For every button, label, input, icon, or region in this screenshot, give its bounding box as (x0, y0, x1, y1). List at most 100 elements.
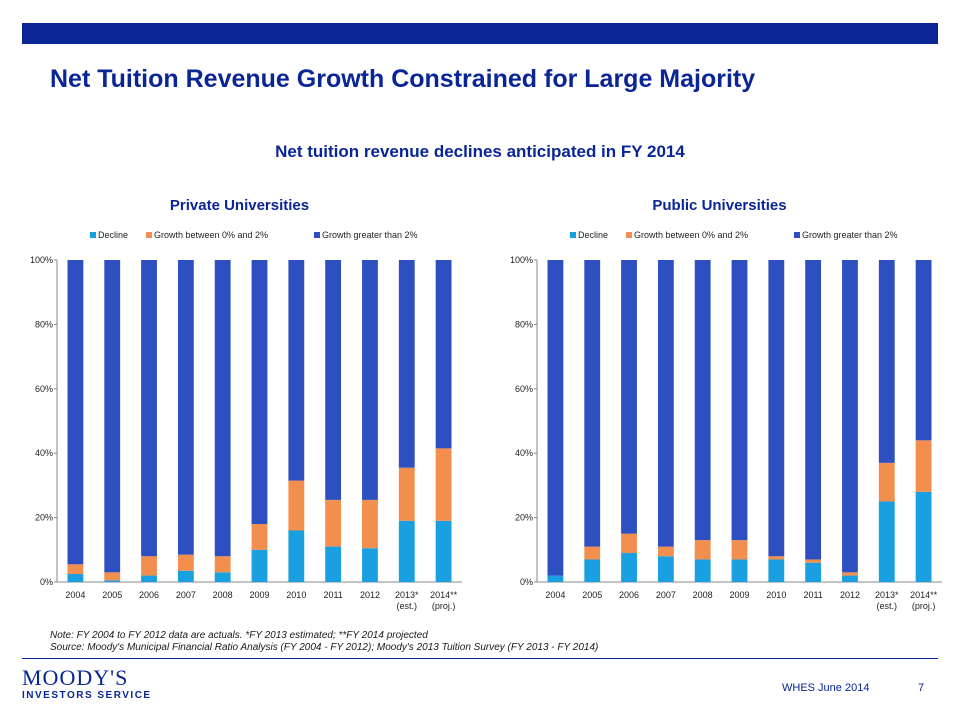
bar-growth-between-0-and-2-2007 (657, 546, 674, 557)
x-tick-label: 2006 (139, 590, 159, 600)
bar-decline-2010 (768, 559, 785, 582)
bar-growth-between-0-and-2-2009 (251, 524, 268, 550)
legend-label-growth-greater-than-2: Growth greater than 2% (322, 230, 418, 240)
bar-decline-2006 (141, 575, 157, 582)
bar-decline-2010 (288, 530, 305, 582)
y-tick-label: 20% (35, 513, 53, 523)
legend-label-growth-greater-than-2: Growth greater than 2% (802, 230, 898, 240)
bar-growth-between-0-and-2-2014 (915, 440, 932, 492)
y-tick-label: 100% (510, 255, 533, 265)
bar-growth-greater-than-2-2009 (731, 260, 748, 541)
x-tick-label: 2006 (619, 590, 639, 600)
y-tick-label: 40% (35, 448, 53, 458)
bar-growth-greater-than-2-2011 (805, 260, 822, 560)
bar-growth-greater-than-2-2009 (251, 260, 268, 525)
header-bar (22, 23, 938, 44)
legend-swatch-growth-between-0-and-2 (146, 232, 152, 238)
x-tick-label: 2014** (proj.) (910, 590, 938, 611)
bar-decline-2013 (398, 520, 415, 582)
private-universities-chart: Private Universities Decline Growth betwee… (30, 197, 462, 611)
bar-decline-2008 (214, 572, 231, 582)
legend-label-decline: Decline (578, 230, 608, 240)
bar-growth-between-0-and-2-2014 (435, 448, 452, 521)
bar-growth-between-0-and-2-2009 (731, 540, 748, 560)
bar-growth-between-0-and-2-2011 (805, 559, 822, 563)
legend-label-decline: Decline (98, 230, 128, 240)
bar-growth-greater-than-2-2010 (288, 260, 305, 481)
note-line: Note: FY 2004 to FY 2012 data are actual… (50, 630, 428, 641)
bar-growth-between-0-and-2-2006 (141, 556, 157, 576)
bar-growth-between-0-and-2-2011 (325, 499, 342, 547)
footer-label: WHES June 2014 (782, 682, 870, 694)
legend-swatch-growth-greater-than-2 (794, 232, 800, 238)
page-title: Net Tuition Revenue Growth Constrained f… (50, 65, 756, 93)
logo-main-text: MOODY'S (22, 665, 129, 690)
y-tick-label: 20% (515, 513, 533, 523)
y-tick-label: 100% (30, 255, 53, 265)
x-tick-label: 2009 (729, 590, 749, 600)
moodys-logo: MOODY'S INVESTORS SERVICE (22, 665, 152, 702)
footer-divider (22, 658, 938, 659)
bar-growth-between-0-and-2-2012 (362, 499, 378, 549)
x-tick-label: 2008 (693, 590, 713, 600)
bar-decline-2013 (878, 501, 895, 582)
bar-growth-greater-than-2-2012 (842, 260, 858, 573)
bar-growth-between-0-and-2-2010 (288, 480, 305, 531)
x-tick-label: 2007 (176, 590, 196, 600)
y-tick-label: 60% (515, 384, 533, 394)
bar-decline-2004 (547, 575, 564, 582)
legend-swatch-growth-greater-than-2 (314, 232, 320, 238)
chart-title: Private Universities (170, 197, 309, 214)
x-tick-label: 2007 (656, 590, 676, 600)
bar-growth-greater-than-2-2014 (915, 260, 932, 441)
x-tick-label: 2013* (est.) (395, 590, 419, 611)
source-line: Source: Moody's Municipal Financial Rati… (50, 642, 599, 653)
bar-growth-between-0-and-2-2008 (214, 556, 231, 573)
legend-label-growth-between-0-and-2: Growth between 0% and 2% (154, 230, 268, 240)
y-tick-label: 0% (520, 577, 533, 587)
page-number: 7 (918, 682, 925, 694)
y-tick-label: 40% (515, 448, 533, 458)
bar-growth-greater-than-2-2006 (141, 260, 157, 557)
bar-decline-2011 (805, 562, 822, 582)
bar-growth-greater-than-2-2011 (325, 260, 342, 500)
bar-decline-2012 (842, 575, 858, 582)
bar-decline-2009 (731, 559, 748, 582)
x-tick-label: 2013* (est.) (875, 590, 899, 611)
x-tick-label: 2011 (323, 590, 342, 600)
bar-growth-greater-than-2-2005 (584, 260, 601, 547)
bar-growth-between-0-and-2-2008 (694, 540, 711, 560)
bar-decline-2005 (104, 580, 121, 582)
bar-decline-2007 (657, 556, 674, 582)
bar-growth-greater-than-2-2007 (177, 260, 194, 555)
y-tick-label: 80% (515, 319, 533, 329)
x-tick-label: 2004 (65, 590, 85, 600)
page-subtitle: Net tuition revenue declines anticipated… (275, 142, 685, 161)
bar-growth-between-0-and-2-2013 (398, 467, 415, 521)
notes: Note: FY 2004 to FY 2012 data are actual… (50, 630, 598, 654)
x-tick-label: 2005 (102, 590, 122, 600)
y-tick-label: 80% (35, 319, 53, 329)
bar-growth-greater-than-2-2006 (621, 260, 637, 534)
x-tick-label: 2011 (803, 590, 822, 600)
bar-growth-between-0-and-2-2012 (842, 572, 858, 576)
bar-growth-greater-than-2-2004 (547, 260, 564, 576)
legend-swatch-decline (570, 232, 576, 238)
logo-sub-text: INVESTORS SERVICE (22, 690, 152, 701)
bar-decline-2004 (67, 573, 84, 582)
bar-decline-2006 (621, 553, 637, 582)
y-tick-label: 60% (35, 384, 53, 394)
bar-growth-between-0-and-2-2013 (878, 462, 895, 502)
bar-growth-greater-than-2-2005 (104, 260, 121, 573)
bar-growth-greater-than-2-2008 (694, 260, 711, 541)
bar-decline-2008 (694, 559, 711, 582)
bar-growth-between-0-and-2-2007 (177, 554, 194, 571)
x-tick-label: 2012 (840, 590, 860, 600)
x-tick-label: 2010 (286, 590, 306, 600)
bar-growth-between-0-and-2-2010 (768, 556, 785, 560)
bar-growth-greater-than-2-2007 (657, 260, 674, 547)
bar-decline-2014 (915, 491, 932, 582)
legend-swatch-growth-between-0-and-2 (626, 232, 632, 238)
bar-growth-greater-than-2-2010 (768, 260, 785, 557)
bar-decline-2014 (435, 520, 452, 582)
